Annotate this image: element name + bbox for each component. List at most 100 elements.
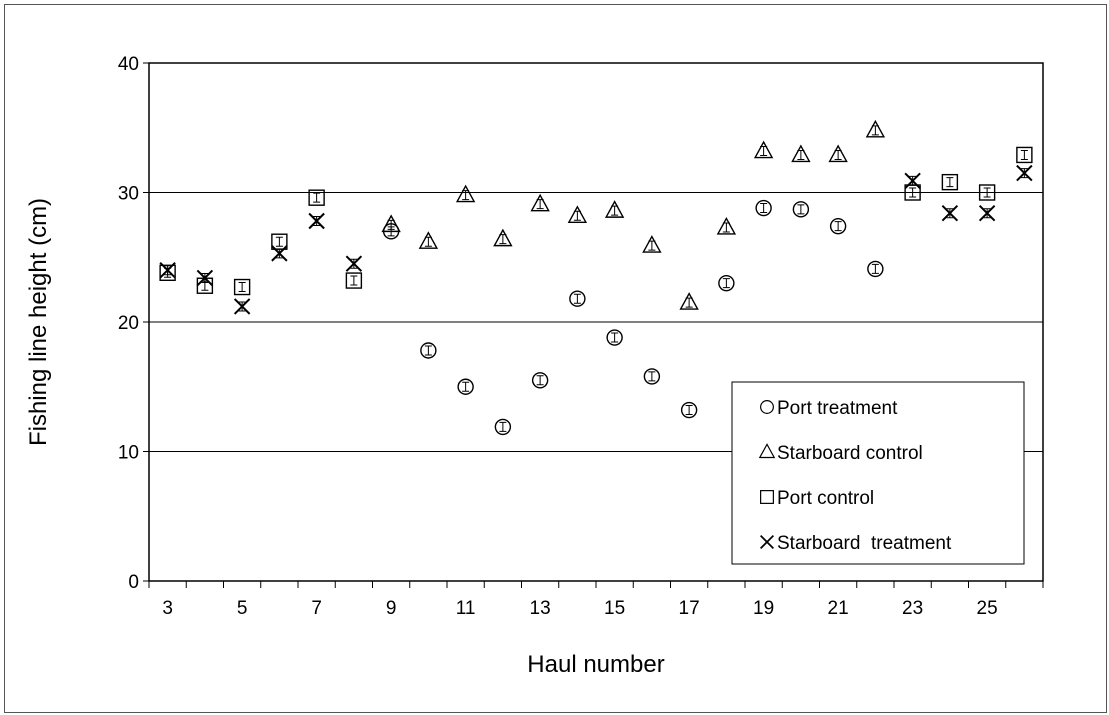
data-point (493, 228, 513, 247)
data-point (941, 173, 959, 191)
legend-marker (760, 535, 774, 549)
circle-marker (531, 372, 549, 389)
series-x (159, 164, 1033, 315)
legend-box (731, 381, 1025, 565)
error-bar (909, 175, 917, 186)
data-point (604, 200, 625, 218)
circle-marker (755, 199, 772, 217)
data-point (680, 401, 698, 419)
data-point (904, 172, 921, 190)
error-bar (611, 332, 619, 343)
error-bar (387, 219, 395, 230)
x-tick-label: 21 (828, 598, 849, 619)
triangle-marker (381, 214, 401, 233)
error-bar (648, 371, 656, 382)
data-point (531, 372, 549, 389)
data-point (345, 272, 363, 289)
data-point (345, 255, 363, 272)
error-bar (871, 125, 879, 136)
circle-marker (606, 329, 623, 346)
error-bar (238, 301, 246, 312)
triangle-marker (791, 144, 811, 163)
error-bar (350, 275, 358, 286)
series-square (159, 146, 1033, 296)
error-bar (946, 208, 954, 219)
x-tick-label: 19 (753, 598, 774, 619)
series-triangle (381, 119, 886, 310)
data-points (159, 119, 1033, 436)
y-tick-label: 40 (118, 54, 139, 75)
triangle-marker (567, 205, 588, 224)
error-bar (983, 187, 991, 198)
data-point (233, 298, 251, 315)
error-bar (536, 199, 544, 210)
data-point (716, 217, 737, 235)
data-point (829, 217, 847, 235)
error-bar (871, 263, 879, 274)
data-point (308, 189, 325, 206)
error-bar (983, 208, 991, 219)
y-tick-label: 10 (118, 443, 139, 464)
triangle-marker (716, 217, 737, 235)
error-bar (797, 204, 805, 215)
y-axis-title: Fishing line height (cm) (25, 198, 52, 446)
square-marker (233, 278, 251, 296)
data-point (978, 205, 996, 222)
legend-item: Starboard treatment (760, 533, 952, 554)
error-bar (424, 236, 432, 247)
legend-item: Starboard control (758, 443, 923, 464)
data-point (865, 119, 886, 138)
legend-label: Port control (777, 488, 874, 509)
data-point (606, 329, 623, 346)
data-point (642, 235, 662, 253)
y-tick-label: 0 (128, 572, 139, 593)
square-marker (941, 173, 959, 191)
error-bar (685, 405, 693, 416)
circle-marker (569, 290, 586, 307)
data-point (233, 278, 251, 296)
error-bar (313, 215, 321, 226)
legend-label: Port treatment (777, 398, 898, 419)
data-point (828, 144, 848, 163)
data-point (159, 261, 176, 279)
legend-item: Port treatment (760, 398, 898, 419)
circle-legend-icon (760, 400, 774, 414)
x-tick-label: 13 (530, 598, 551, 619)
triangle-marker (418, 231, 439, 249)
error-bar (462, 381, 470, 392)
y-tick-label: 30 (118, 184, 139, 205)
error-bar (685, 297, 693, 308)
circle-marker (718, 274, 735, 292)
x-tick-label: 11 (456, 598, 476, 619)
square-marker (345, 272, 363, 289)
error-bar (946, 177, 954, 188)
triangle-marker (530, 193, 550, 212)
data-point (457, 378, 474, 395)
triangle-marker (642, 235, 662, 253)
triangle-marker (753, 140, 774, 159)
data-point (196, 269, 214, 287)
data-point (941, 205, 959, 222)
x-tick-label: 23 (902, 598, 923, 619)
triangle-marker (828, 144, 848, 163)
data-point (271, 245, 288, 262)
circle-marker (680, 401, 698, 419)
data-point (867, 260, 884, 278)
error-bar (238, 282, 246, 293)
circle-marker (457, 378, 474, 395)
error-bar (499, 421, 507, 432)
error-bar (499, 234, 507, 245)
data-point (978, 184, 996, 201)
error-bar (573, 293, 581, 304)
data-point (792, 201, 810, 218)
y-tick-label: 20 (118, 313, 139, 334)
legend-item: Port control (760, 488, 874, 509)
legend-label: Starboard treatment (777, 533, 952, 554)
data-point (530, 193, 550, 212)
circle-marker (829, 217, 847, 235)
chart-frame (4, 4, 1107, 713)
data-point (567, 205, 588, 224)
data-point (420, 342, 437, 359)
data-point (791, 144, 811, 163)
